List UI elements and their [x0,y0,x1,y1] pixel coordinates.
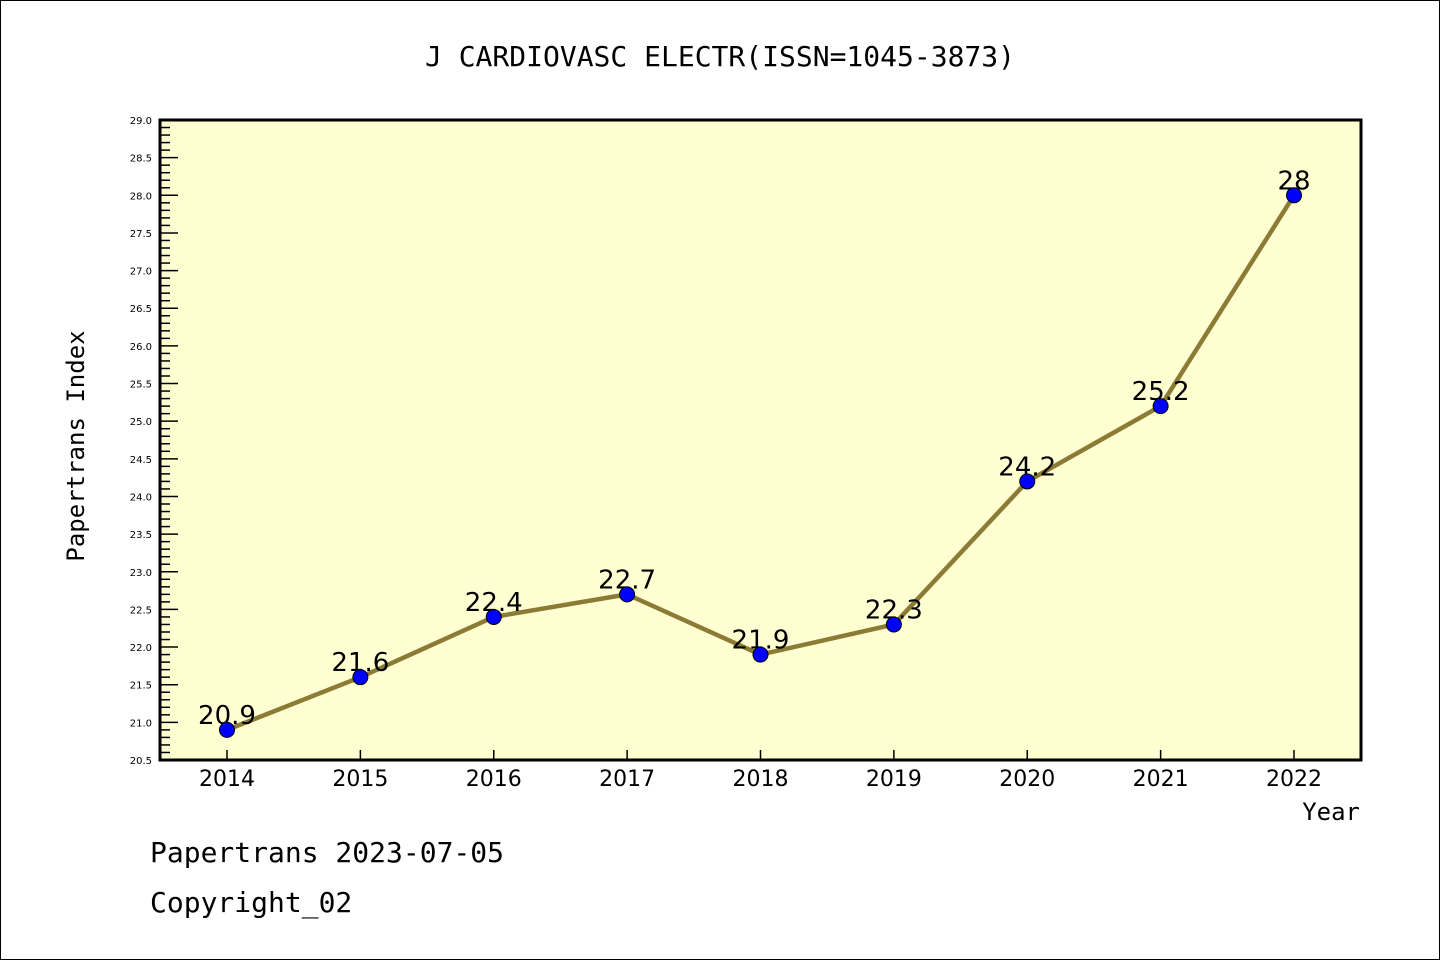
data-point [1019,473,1036,490]
y-tick-label: 25.5 [130,380,152,391]
data-point [885,616,902,633]
x-axis-label: Year [1302,798,1360,826]
y-tick-label: 28.5 [130,154,152,165]
y-tick-label: 24.0 [130,492,152,503]
y-tick-label: 26.0 [130,342,152,353]
x-tick-label: 2015 [332,767,388,792]
x-tick-label: 2020 [999,767,1055,792]
plot-border [158,118,1363,762]
y-tick-label: 29.0 [130,116,152,127]
y-tick-label: 27.5 [130,229,152,240]
y-tick-label: 27.0 [130,267,152,278]
y-tick-label: 20.5 [130,756,152,767]
y-tick-label: 22.0 [130,643,152,654]
y-tick-label: 23.5 [130,530,152,541]
chart-title: J CARDIOVASC ELECTR(ISSN=1045-3873) [425,40,1015,73]
data-point [1152,398,1169,415]
x-tick-label: 2022 [1266,767,1322,792]
x-tick-label: 2021 [1133,767,1189,792]
y-tick-label: 23.0 [130,568,152,579]
y-axis-label: Papertrans Index [62,330,90,561]
data-point [352,669,369,686]
footer-copyright: Copyright_02 [150,886,353,919]
y-tick-label: 22.5 [130,605,152,616]
data-point [619,586,636,603]
data-point [1286,187,1302,204]
y-tick-label: 25.0 [130,417,152,428]
data-point [485,608,502,625]
data-point [219,721,235,738]
x-tick-label: 2019 [866,767,922,792]
x-tick-label: 2016 [466,767,522,792]
x-tick-label: 2017 [599,767,655,792]
y-tick-label: 24.5 [130,455,152,466]
data-point [752,646,769,663]
y-tick-label: 21.0 [130,718,152,729]
footer-date: Papertrans 2023-07-05 [150,836,505,869]
x-tick-label: 2018 [733,767,789,792]
y-tick-label: 28.0 [130,191,152,202]
y-tick-label: 21.5 [130,681,152,692]
y-tick-label: 26.5 [130,304,152,315]
x-tick-label: 2014 [199,767,255,792]
